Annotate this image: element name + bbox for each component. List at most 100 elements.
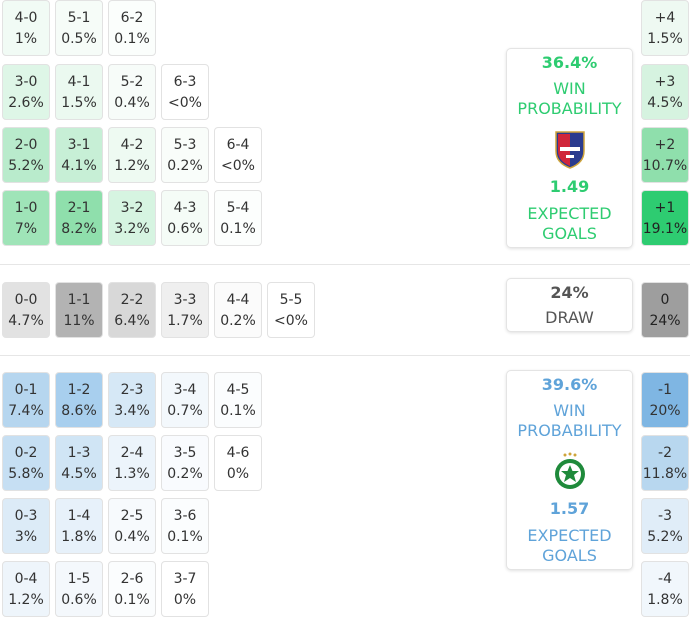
score-label: 1-0 bbox=[14, 200, 38, 216]
probability-label: 1.3% bbox=[114, 466, 150, 482]
score-label: 3-7 bbox=[173, 571, 197, 587]
score-cell-home: 5-4 0.1% bbox=[214, 190, 262, 246]
score-cell-home: 6-3 <0% bbox=[161, 64, 209, 120]
score-label: +3 bbox=[654, 74, 676, 90]
score-label: 1-1 bbox=[67, 292, 91, 308]
score-cell-home: 5-1 0.5% bbox=[55, 0, 103, 56]
score-label: +1 bbox=[654, 200, 676, 216]
score-cell-home: 4-1 1.5% bbox=[55, 64, 103, 120]
probability-label: <0% bbox=[168, 95, 202, 111]
score-cell-away: 3-5 0.2% bbox=[161, 435, 209, 491]
probability-label: 8.2% bbox=[61, 221, 97, 237]
probability-label: <0% bbox=[274, 313, 308, 329]
score-label: 6-3 bbox=[173, 74, 197, 90]
score-label: 2-1 bbox=[67, 200, 91, 216]
probability-label: 6.4% bbox=[114, 313, 150, 329]
goal-margin-cell-away: -2 11.8% bbox=[641, 435, 689, 491]
score-cell-draw: 1-1 11% bbox=[55, 282, 103, 338]
score-label: 1-3 bbox=[67, 445, 91, 461]
probability-label: 4.5% bbox=[61, 466, 97, 482]
probability-label: 0.1% bbox=[220, 221, 256, 237]
score-cell-away: 0-4 1.2% bbox=[2, 561, 50, 617]
score-label: 0-2 bbox=[14, 445, 38, 461]
probability-label: 0% bbox=[173, 592, 197, 608]
probability-label: 5.2% bbox=[8, 158, 44, 174]
score-cell-away: 2-6 0.1% bbox=[108, 561, 156, 617]
score-label: +4 bbox=[654, 10, 676, 26]
away-xg-label: EXPECTED GOALS bbox=[527, 526, 612, 565]
probability-label: 0% bbox=[226, 466, 250, 482]
score-label: 1-4 bbox=[67, 508, 91, 524]
score-label: 2-5 bbox=[120, 508, 144, 524]
probability-label: 0.5% bbox=[61, 31, 97, 47]
score-label: 2-6 bbox=[120, 571, 144, 587]
score-cell-home: 5-3 0.2% bbox=[161, 127, 209, 183]
score-cell-away: 0-2 5.8% bbox=[2, 435, 50, 491]
probability-label: 0.2% bbox=[220, 313, 256, 329]
probability-label: 3.2% bbox=[114, 221, 150, 237]
score-cell-draw: 0-0 4.7% bbox=[2, 282, 50, 338]
away-win-label: WIN PROBABILITY bbox=[517, 401, 622, 440]
probability-label: 0.7% bbox=[167, 403, 203, 419]
score-cell-draw: 2-2 6.4% bbox=[108, 282, 156, 338]
score-label: 4-0 bbox=[14, 10, 38, 26]
score-cell-draw: 4-4 0.2% bbox=[214, 282, 262, 338]
score-label: -4 bbox=[658, 571, 672, 587]
score-label: 3-4 bbox=[173, 382, 197, 398]
probability-label: 11.8% bbox=[642, 466, 688, 482]
probability-label: 1.5% bbox=[61, 95, 97, 111]
score-cell-home: 4-0 1% bbox=[2, 0, 50, 56]
probability-label: 4.7% bbox=[8, 313, 44, 329]
probability-label: 1.7% bbox=[167, 313, 203, 329]
score-cell-away: 2-3 3.4% bbox=[108, 372, 156, 428]
score-cell-home: 2-0 5.2% bbox=[2, 127, 50, 183]
score-label: 3-5 bbox=[173, 445, 197, 461]
draw-label: DRAW bbox=[545, 308, 594, 327]
score-label: 4-2 bbox=[120, 137, 144, 153]
divider-bottom bbox=[0, 355, 690, 356]
score-label: 3-3 bbox=[173, 292, 197, 308]
probability-label: <0% bbox=[221, 158, 255, 174]
probability-label: 0.1% bbox=[167, 529, 203, 545]
probability-label: 1.5% bbox=[647, 31, 683, 47]
score-label: 6-2 bbox=[120, 10, 144, 26]
score-label: 1-2 bbox=[67, 382, 91, 398]
score-cell-away: 3-6 0.1% bbox=[161, 498, 209, 554]
score-cell-away: 4-6 0% bbox=[214, 435, 262, 491]
divider-top bbox=[0, 264, 690, 265]
score-label: -1 bbox=[658, 382, 672, 398]
probability-label: 0.4% bbox=[114, 529, 150, 545]
probability-label: 7% bbox=[14, 221, 38, 237]
round-crest-icon bbox=[553, 451, 587, 491]
score-cell-home: 3-2 3.2% bbox=[108, 190, 156, 246]
score-cell-away: 4-5 0.1% bbox=[214, 372, 262, 428]
score-label: 4-6 bbox=[226, 445, 250, 461]
probability-label: 1.8% bbox=[61, 529, 97, 545]
probability-label: 5.8% bbox=[8, 466, 44, 482]
score-label: 2-3 bbox=[120, 382, 144, 398]
score-cell-away: 2-4 1.3% bbox=[108, 435, 156, 491]
goal-margin-cell-home: +3 4.5% bbox=[641, 64, 689, 120]
probability-label: 20% bbox=[649, 403, 681, 419]
probability-label: 3% bbox=[14, 529, 38, 545]
score-label: 3-1 bbox=[67, 137, 91, 153]
probability-label: 1.2% bbox=[114, 158, 150, 174]
goal-margin-cell-away: -3 5.2% bbox=[641, 498, 689, 554]
home-expected-goals: 1.49 bbox=[549, 177, 590, 196]
away-win-probability: 39.6% bbox=[541, 375, 598, 394]
score-label: 5-4 bbox=[226, 200, 250, 216]
score-label: 0-4 bbox=[14, 571, 38, 587]
score-label: 5-5 bbox=[279, 292, 303, 308]
score-label: 0-0 bbox=[14, 292, 38, 308]
score-label: 5-2 bbox=[120, 74, 144, 90]
score-cell-home: 3-1 4.1% bbox=[55, 127, 103, 183]
score-cell-away: 1-2 8.6% bbox=[55, 372, 103, 428]
goal-margin-cell-draw: 0 24% bbox=[641, 282, 689, 338]
probability-label: 0.4% bbox=[114, 95, 150, 111]
goal-margin-cell-home: +1 19.1% bbox=[641, 190, 689, 246]
score-label: -3 bbox=[658, 508, 672, 524]
goal-margin-cell-away: -4 1.8% bbox=[641, 561, 689, 617]
score-label: 4-4 bbox=[226, 292, 250, 308]
score-label: 0-3 bbox=[14, 508, 38, 524]
score-label: 4-1 bbox=[67, 74, 91, 90]
